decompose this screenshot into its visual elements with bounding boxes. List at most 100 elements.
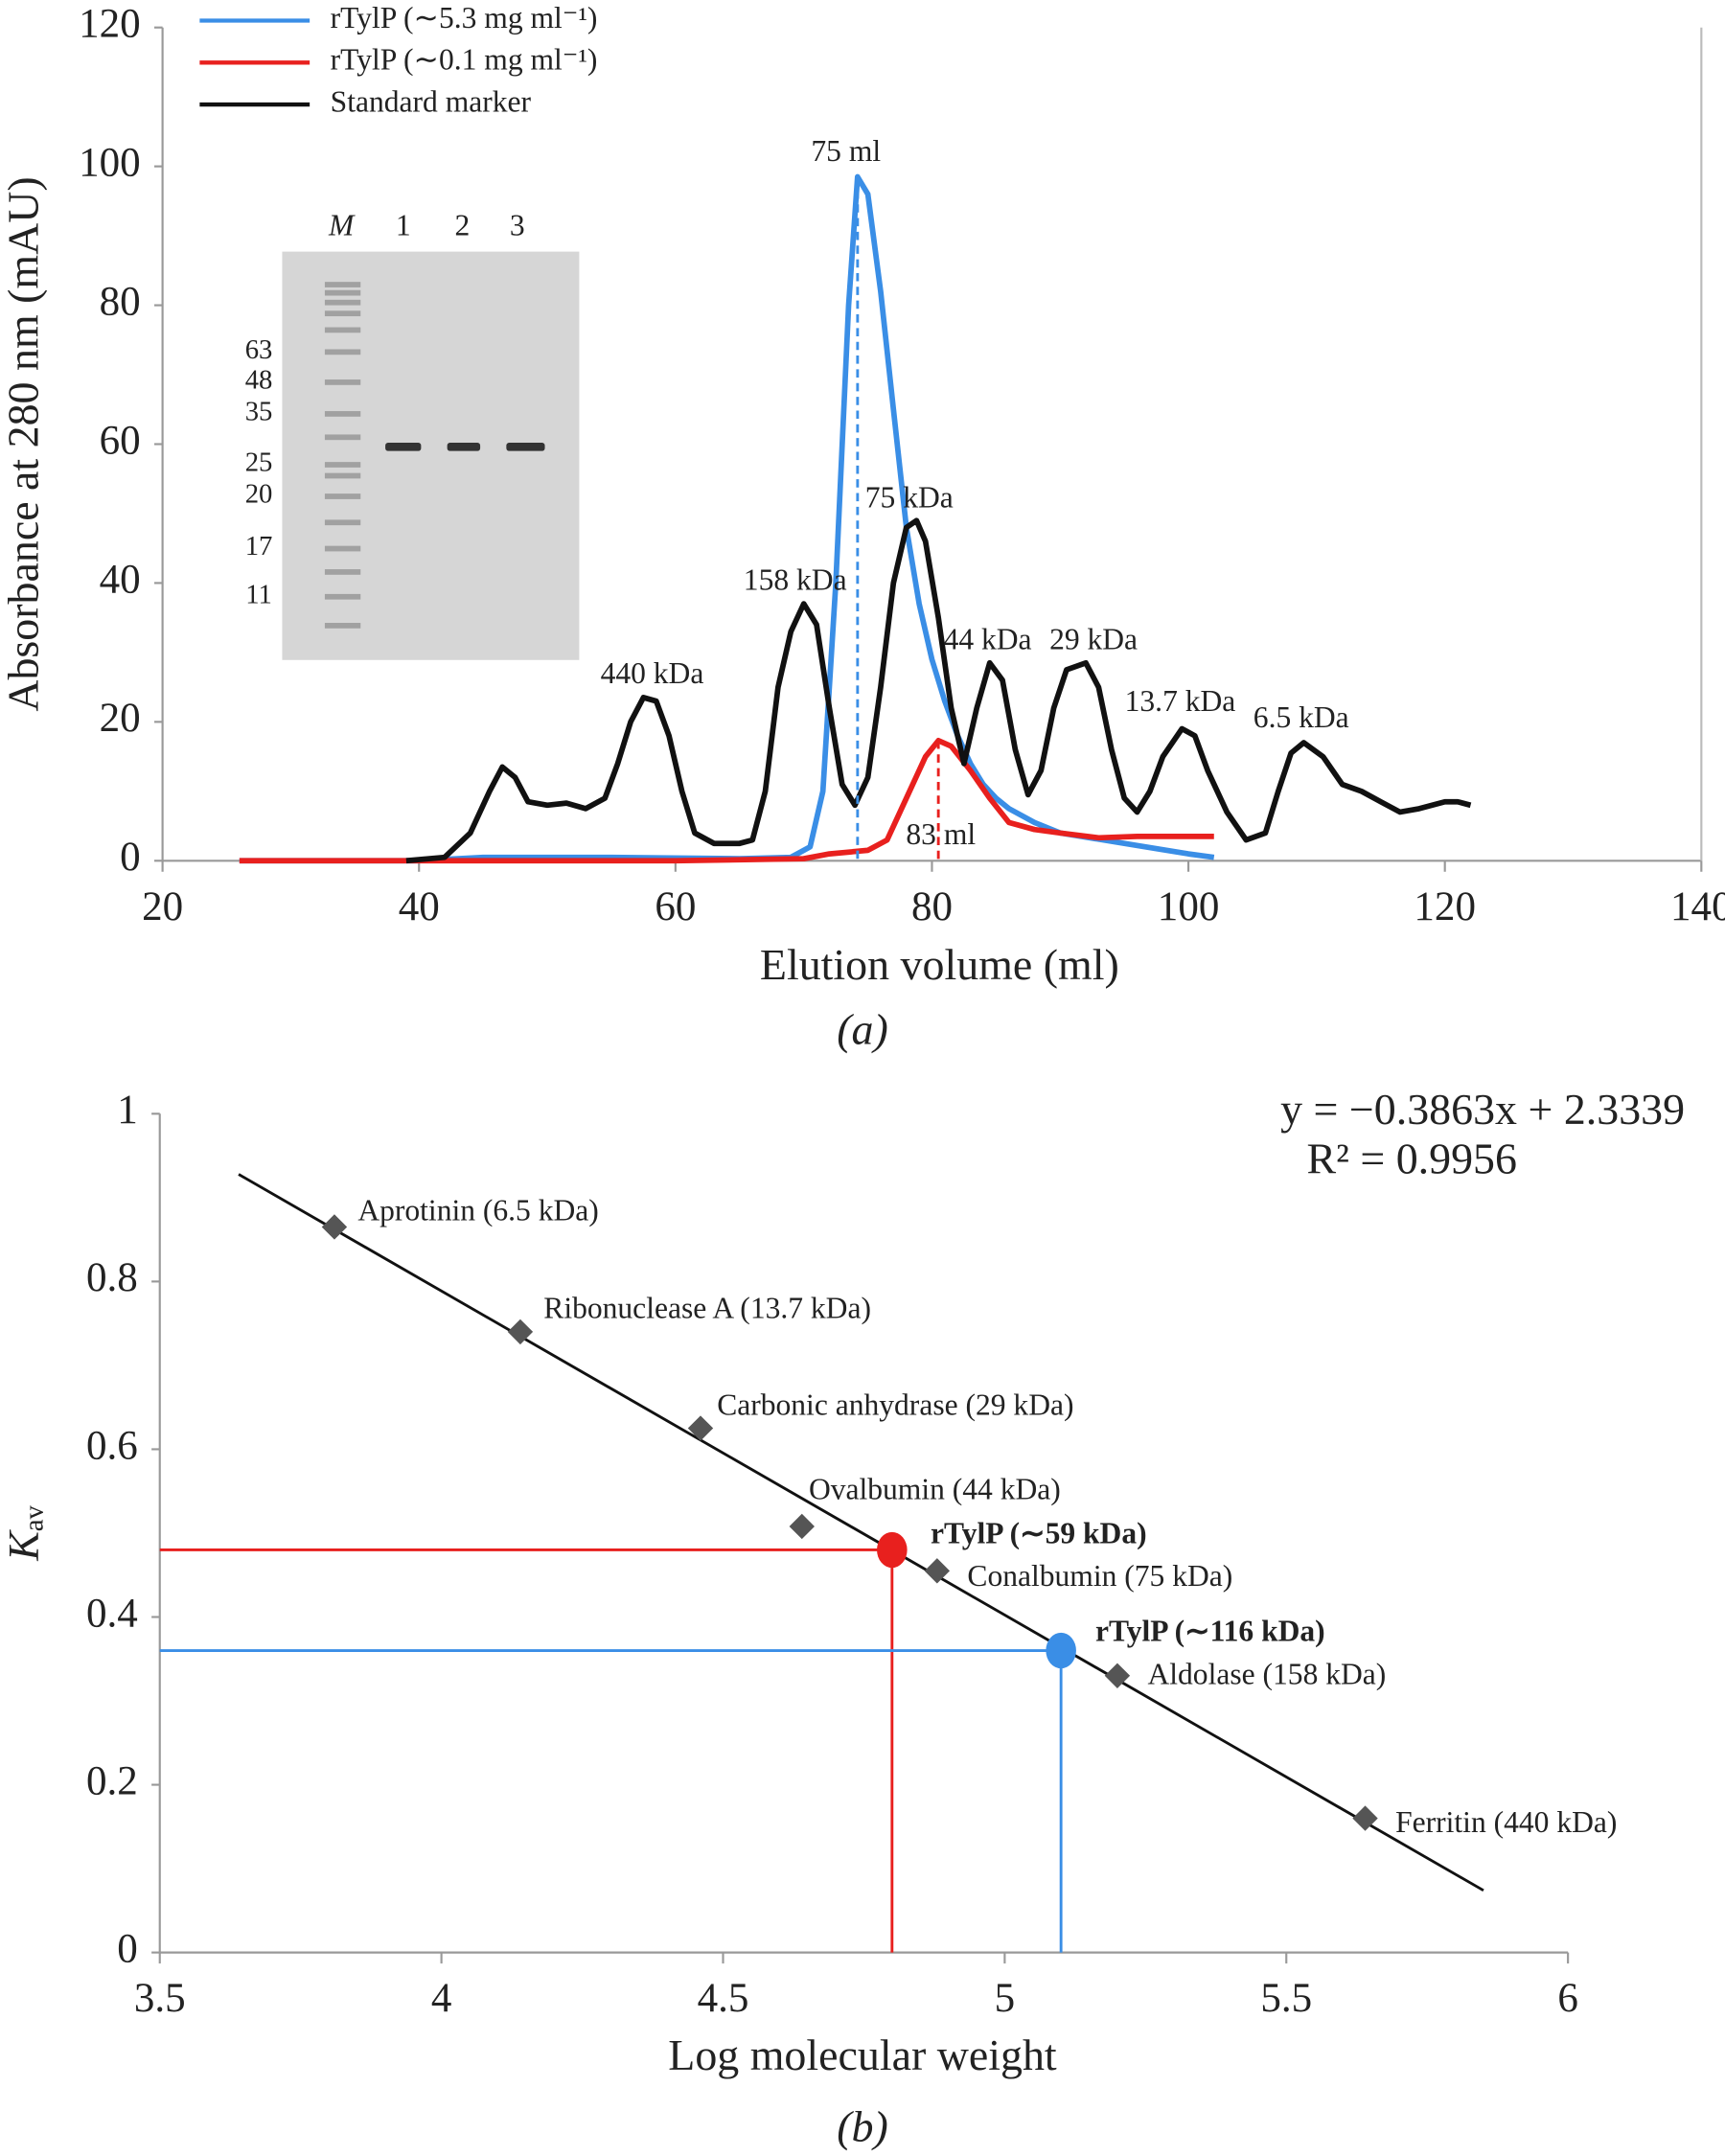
caption: (a) bbox=[837, 1005, 888, 1054]
x-axis-title: Log molecular weight bbox=[668, 2030, 1057, 2079]
x-tick-label: 4 bbox=[431, 1976, 452, 2021]
gel-band bbox=[324, 282, 361, 287]
y-axis-title-sub: av bbox=[18, 1504, 49, 1531]
x-tick-label: 20 bbox=[142, 884, 183, 929]
standard-point bbox=[687, 1415, 714, 1441]
peak-label: 75 kDa bbox=[865, 481, 954, 515]
lane-label: 2 bbox=[455, 208, 471, 241]
marker-label: 25 bbox=[245, 447, 273, 478]
sample-label: rTylP (∼59 kDa) bbox=[931, 1516, 1147, 1549]
marker-label: 48 bbox=[245, 364, 273, 395]
lane-label: 3 bbox=[510, 208, 525, 241]
marker-label: 17 bbox=[245, 531, 273, 562]
lane-label: 1 bbox=[396, 208, 411, 241]
sample-point bbox=[1046, 1632, 1076, 1669]
line-series bbox=[239, 737, 1214, 864]
line-series bbox=[405, 517, 1472, 864]
standard-label: Ferritin (440 kDa) bbox=[1395, 1805, 1617, 1839]
standard-label: Aldolase (158 kDa) bbox=[1147, 1657, 1386, 1690]
x-tick-label: 4.5 bbox=[698, 1976, 749, 2021]
marker-label: 35 bbox=[245, 396, 273, 426]
peak-label: 29 kDa bbox=[1049, 622, 1138, 655]
y-tick-label: 120 bbox=[79, 2, 141, 47]
gel-band bbox=[506, 443, 545, 451]
gel-band bbox=[324, 623, 361, 629]
volume-label: 75 ml bbox=[811, 134, 881, 168]
legend-label: rTylP (∼0.1 mg ml⁻¹) bbox=[331, 43, 598, 77]
standard-label: Ribonuclease A (13.7 kDa) bbox=[543, 1292, 871, 1325]
gel-band bbox=[324, 379, 361, 385]
standard-label: Ovalbumin (44 kDa) bbox=[809, 1472, 1061, 1505]
peak-label: 44 kDa bbox=[944, 622, 1032, 655]
marker-label: 20 bbox=[245, 479, 273, 510]
y-tick-label: 100 bbox=[79, 141, 141, 186]
legend-label: Standard marker bbox=[331, 84, 532, 118]
fit-equation: y = −0.3863x + 2.3339 bbox=[1280, 1085, 1685, 1134]
y-tick-label: 0 bbox=[120, 835, 141, 880]
x-tick-label: 140 bbox=[1670, 884, 1725, 929]
gel-band bbox=[324, 327, 361, 333]
x-tick-label: 5 bbox=[995, 1976, 1016, 2021]
volume-label: 83 ml bbox=[906, 817, 976, 851]
marker-label: 63 bbox=[245, 334, 273, 365]
marker-label: 11 bbox=[245, 579, 272, 609]
gel-band bbox=[385, 443, 422, 451]
standard-label: Carbonic anhydrase (29 kDa) bbox=[717, 1388, 1073, 1421]
y-tick-label: 0.2 bbox=[86, 1758, 138, 1803]
x-tick-label: 80 bbox=[911, 884, 953, 929]
sample-label: rTylP (∼116 kDa) bbox=[1095, 1615, 1325, 1648]
standard-point bbox=[924, 1558, 951, 1584]
standard-point bbox=[789, 1513, 815, 1540]
x-tick-label: 3.5 bbox=[134, 1976, 186, 2021]
standard-label: Aprotinin (6.5 kDa) bbox=[357, 1193, 598, 1227]
x-tick-label: 40 bbox=[399, 884, 440, 929]
fit-line bbox=[238, 1173, 1484, 1892]
x-tick-label: 60 bbox=[655, 884, 696, 929]
y-tick-label: 0.6 bbox=[86, 1423, 138, 1468]
x-tick-label: 6 bbox=[1557, 1976, 1578, 2021]
gel-band bbox=[324, 462, 361, 468]
y-tick-label: 20 bbox=[100, 696, 141, 741]
y-axis-title: Absorbance at 280 nm (mAU) bbox=[0, 176, 48, 711]
gel-band bbox=[324, 545, 361, 552]
gel-band bbox=[324, 493, 361, 499]
peak-label: 158 kDa bbox=[744, 563, 847, 597]
y-tick-label: 80 bbox=[100, 279, 141, 324]
gel-band bbox=[324, 299, 361, 306]
gel-band bbox=[324, 411, 361, 417]
y-tick-label: 0.4 bbox=[86, 1591, 138, 1636]
gel-band bbox=[324, 593, 361, 600]
y-tick-label: 1 bbox=[117, 1088, 138, 1133]
caption: (b) bbox=[837, 2102, 888, 2151]
legend-label: rTylP (∼5.3 mg ml⁻¹) bbox=[331, 1, 598, 34]
gel-band bbox=[324, 519, 361, 526]
sample-point bbox=[877, 1531, 908, 1569]
peak-label: 13.7 kDa bbox=[1125, 684, 1236, 718]
standard-point bbox=[321, 1214, 348, 1240]
x-tick-label: 120 bbox=[1414, 884, 1476, 929]
gel-band bbox=[324, 310, 361, 317]
lane-label: M bbox=[328, 208, 356, 241]
standard-label: Conalbumin (75 kDa) bbox=[967, 1559, 1232, 1593]
gel-band bbox=[324, 472, 361, 479]
x-tick-label: 5.5 bbox=[1260, 1976, 1312, 2021]
gel bbox=[282, 251, 580, 660]
gel-band bbox=[324, 434, 361, 441]
fit-r2: R² = 0.9956 bbox=[1306, 1134, 1516, 1182]
gel-band bbox=[324, 569, 361, 575]
gel-band bbox=[324, 349, 361, 356]
x-axis-title: Elution volume (ml) bbox=[760, 940, 1119, 989]
x-tick-label: 100 bbox=[1158, 884, 1220, 929]
gel-band bbox=[447, 443, 481, 451]
y-axis-title-main: K bbox=[0, 1529, 48, 1562]
y-tick-label: 0.8 bbox=[86, 1255, 138, 1300]
standard-point bbox=[1104, 1663, 1131, 1688]
y-tick-label: 40 bbox=[100, 557, 141, 602]
y-axis-title: Kav bbox=[0, 1504, 49, 1561]
y-tick-label: 0 bbox=[117, 1927, 138, 1972]
peak-label: 440 kDa bbox=[601, 656, 704, 690]
gel-band bbox=[324, 289, 361, 296]
peak-label: 6.5 kDa bbox=[1254, 700, 1349, 734]
